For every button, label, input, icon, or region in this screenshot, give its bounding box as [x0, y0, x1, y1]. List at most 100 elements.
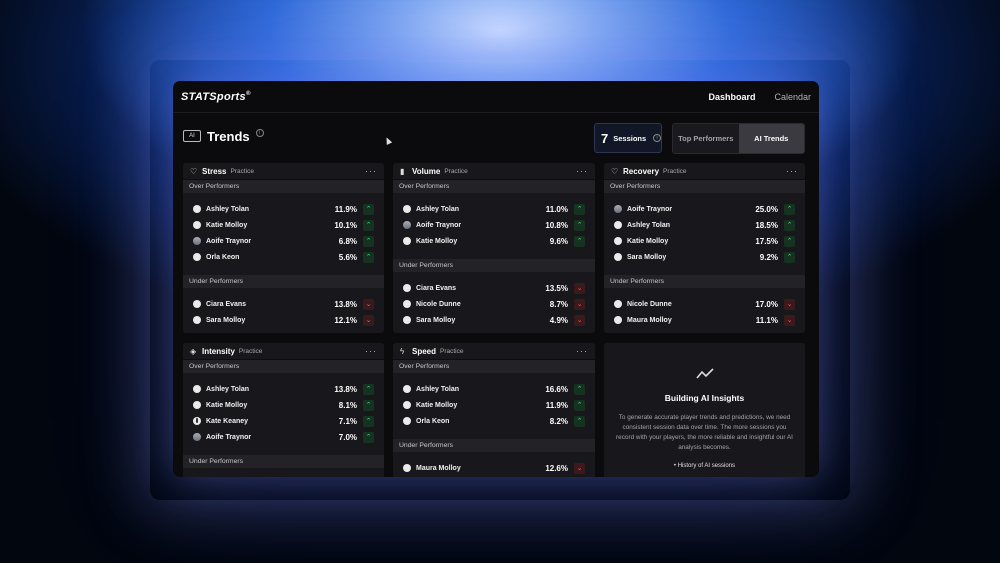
trend-down-icon: ⌄ — [784, 314, 795, 326]
sessions-info-icon[interactable]: i — [653, 134, 661, 142]
player-name: Sara Molloy — [627, 253, 667, 261]
trend-down-icon: ⌄ — [363, 298, 374, 310]
player-row[interactable]: Ashley Tolan 13.8% ⌃ — [183, 381, 384, 397]
info-icon[interactable]: i — [255, 129, 264, 137]
player-name: Ashley Tolan — [416, 205, 460, 213]
trend-down-icon: ⌄ — [574, 462, 585, 474]
card-header: ◈ Intensity Practice ··· — [183, 343, 384, 360]
player-row[interactable]: Ashley Tolan 11.0% ⌃ — [393, 201, 595, 217]
player-row[interactable]: Katie Molloy 10.1% ⌃ — [183, 217, 384, 233]
player-row[interactable]: Orla Keon 5.6% ⌃ — [183, 249, 384, 265]
player-row[interactable]: Katie Molloy 8.1% ⌃ — [183, 397, 384, 413]
avatar — [614, 316, 622, 324]
more-options-icon[interactable]: ··· — [365, 346, 377, 356]
player-row[interactable]: Ashley Tolan 16.6% ⌃ — [393, 381, 595, 397]
avatar — [403, 464, 411, 472]
player-name: Aoife Traynor — [627, 205, 673, 213]
flame-icon: ◈ — [190, 346, 197, 356]
trends-header: AI Trends i 7 Sessions i Top Performers … — [173, 113, 819, 159]
player-value: 18.5% — [755, 220, 778, 230]
view-toggle: Top Performers AI Trends — [672, 123, 805, 154]
card-title: Volume — [412, 166, 441, 176]
player-name: Ashley Tolan — [206, 205, 250, 213]
insight-bullet: • History of AI sessions — [673, 463, 736, 469]
trend-up-icon: ⌃ — [574, 399, 585, 411]
player-row[interactable]: Aoife Traynor 7.0% ⌃ — [183, 429, 384, 445]
player-row[interactable]: Maura Molloy 11.1% ⌄ — [604, 312, 805, 328]
trend-up-icon: ⌃ — [574, 235, 585, 247]
avatar — [193, 237, 201, 245]
trend-up-icon: ⌃ — [784, 203, 795, 215]
player-row[interactable]: Orla Keon 8.2% ⌃ — [393, 413, 595, 429]
player-value: 13.5% — [545, 283, 568, 293]
trend-up-icon: ⌃ — [363, 235, 374, 247]
player-row[interactable]: Aoife Traynor 10.8% ⌃ — [393, 217, 595, 233]
insight-body: To generate accurate player trends and p… — [616, 414, 793, 451]
player-row[interactable]: Aoife Traynor 6.8% ⌃ — [183, 233, 384, 249]
player-row[interactable]: Sara Molloy 4.9% ⌄ — [393, 312, 595, 328]
card-header: ϟ Speed Practice ··· — [393, 343, 595, 360]
player-value: 17.5% — [755, 236, 778, 246]
card-title: Speed — [412, 346, 437, 356]
avatar — [193, 385, 201, 393]
over-performers-label: Over Performers — [393, 360, 595, 373]
trend-down-icon: ⌄ — [574, 298, 585, 310]
player-row[interactable]: Maura Molloy 12.6% ⌄ — [393, 460, 595, 476]
player-value: 11.9% — [545, 400, 568, 410]
player-value: 11.1% — [755, 315, 778, 325]
player-value: 7.0% — [338, 432, 357, 442]
avatar — [614, 237, 622, 245]
card-title: Recovery — [623, 166, 660, 176]
player-row[interactable]: Nicole Dunne 17.0% ⌄ — [604, 296, 805, 312]
nav-calendar[interactable]: Calendar — [774, 91, 811, 102]
trend-up-icon: ⌃ — [574, 203, 585, 215]
player-row[interactable]: Katie Molloy 17.5% ⌃ — [604, 233, 805, 249]
player-value: 9.6% — [549, 236, 568, 246]
player-row[interactable]: Sara Molloy 9.2% ⌃ — [604, 249, 805, 265]
avatar — [193, 253, 201, 261]
player-value: 8.2% — [549, 416, 568, 426]
player-name: Ciara Evans — [416, 284, 457, 292]
tab-ai-trends[interactable]: AI Trends — [738, 124, 804, 153]
player-name: Katie Molloy — [627, 237, 669, 245]
player-name: Maura Molloy — [627, 316, 672, 324]
player-name: Katie Molloy — [206, 221, 248, 229]
trend-line-icon — [604, 367, 805, 383]
player-row[interactable]: Ashley Tolan 11.9% ⌃ — [183, 201, 384, 217]
over-performers-label: Over Performers — [183, 360, 384, 373]
player-row[interactable]: Ciara Evans 13.5% ⌄ — [393, 280, 595, 296]
sessions-label: Sessions — [613, 133, 647, 143]
card-title: Stress — [202, 166, 227, 176]
more-options-icon[interactable]: ··· — [576, 166, 588, 176]
card-header: ♡ Recovery Practice ··· — [604, 163, 805, 180]
avatar — [403, 284, 411, 292]
tab-top-performers[interactable]: Top Performers — [673, 124, 739, 153]
player-value: 10.1% — [334, 220, 357, 230]
ai-icon: AI — [183, 130, 201, 142]
player-name: Aoife Traynor — [206, 433, 252, 441]
player-value: 10.8% — [545, 220, 568, 230]
avatar — [403, 385, 411, 393]
player-row[interactable]: Katie Molloy 11.9% ⌃ — [393, 397, 595, 413]
more-options-icon[interactable]: ··· — [365, 166, 377, 176]
player-row[interactable]: Sara Molloy 12.1% ⌄ — [183, 312, 384, 328]
player-row[interactable]: Aoife Traynor 25.0% ⌃ — [604, 201, 805, 217]
statsports-logo[interactable]: STATSports® — [181, 91, 251, 103]
nav-dashboard[interactable]: Dashboard — [708, 91, 756, 102]
avatar — [614, 253, 622, 261]
trend-up-icon: ⌃ — [363, 431, 374, 443]
player-row[interactable]: Nicole Dunne 8.7% ⌄ — [393, 296, 595, 312]
trend-down-icon: ⌄ — [574, 314, 585, 326]
card-tag: Practice — [663, 167, 687, 175]
more-options-icon[interactable]: ··· — [576, 346, 588, 356]
trend-up-icon: ⌃ — [363, 203, 374, 215]
more-options-icon[interactable]: ··· — [786, 166, 798, 176]
player-row[interactable]: Ashley Tolan 18.5% ⌃ — [604, 217, 805, 233]
player-row[interactable]: Kate Keaney 7.1% ⌃ — [183, 413, 384, 429]
player-name: Kate Keaney — [206, 417, 249, 425]
avatar — [193, 401, 201, 409]
player-row[interactable]: Ciara Evans 13.8% ⌄ — [183, 296, 384, 312]
player-row[interactable]: Katie Molloy 9.6% ⌃ — [393, 233, 595, 249]
sessions-counter[interactable]: 7 Sessions i — [594, 123, 662, 153]
lightning-icon: ϟ — [400, 346, 405, 356]
